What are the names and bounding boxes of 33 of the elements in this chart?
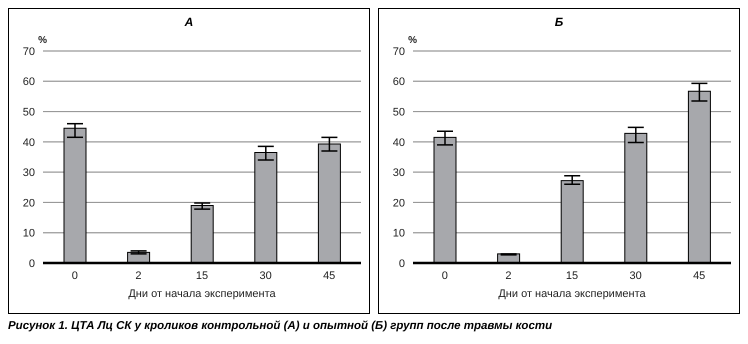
chart-title: А xyxy=(184,15,194,29)
y-tick-label: 10 xyxy=(22,228,35,240)
x-tick-label: 2 xyxy=(505,270,512,282)
x-tick-label: 15 xyxy=(196,270,208,282)
y-tick-label: 40 xyxy=(22,136,35,149)
chart-title: Б xyxy=(554,15,564,29)
y-tick-label: 30 xyxy=(392,167,405,180)
x-tick-label: 2 xyxy=(135,270,142,282)
x-tick-label: 45 xyxy=(693,270,706,282)
y-tick-label: 0 xyxy=(28,258,35,270)
y-axis-title: % xyxy=(408,35,418,46)
y-tick-label: 50 xyxy=(392,106,405,118)
y-tick-label: 20 xyxy=(392,197,405,210)
y-tick-label: 70 xyxy=(22,46,35,58)
y-tick-label: 0 xyxy=(398,258,405,270)
y-tick-label: 20 xyxy=(22,197,35,210)
x-tick-label: 45 xyxy=(323,270,336,282)
y-tick-label: 10 xyxy=(392,228,405,240)
x-tick-label: 0 xyxy=(442,270,448,282)
x-axis-title: Дни от начала эксперимента xyxy=(128,288,277,300)
y-tick-label: 30 xyxy=(22,167,35,180)
y-tick-label: 60 xyxy=(22,76,35,88)
x-tick-label: 0 xyxy=(72,270,78,282)
x-tick-label: 15 xyxy=(566,270,578,282)
x-axis-title: Дни от начала эксперимента xyxy=(498,288,647,300)
y-tick-label: 40 xyxy=(392,136,405,149)
y-tick-label: 60 xyxy=(392,76,405,88)
x-tick-label: 30 xyxy=(629,270,642,282)
text: Рисунок 1. ЦТА Лц СК у кроликов контрольной (А) и опытной (Б) групп после травмы кости xyxy=(8,320,554,332)
y-axis-title: % xyxy=(38,35,48,46)
y-tick-label: 50 xyxy=(22,106,35,118)
y-tick-label: 70 xyxy=(392,46,405,58)
x-tick-label: 30 xyxy=(259,270,272,282)
